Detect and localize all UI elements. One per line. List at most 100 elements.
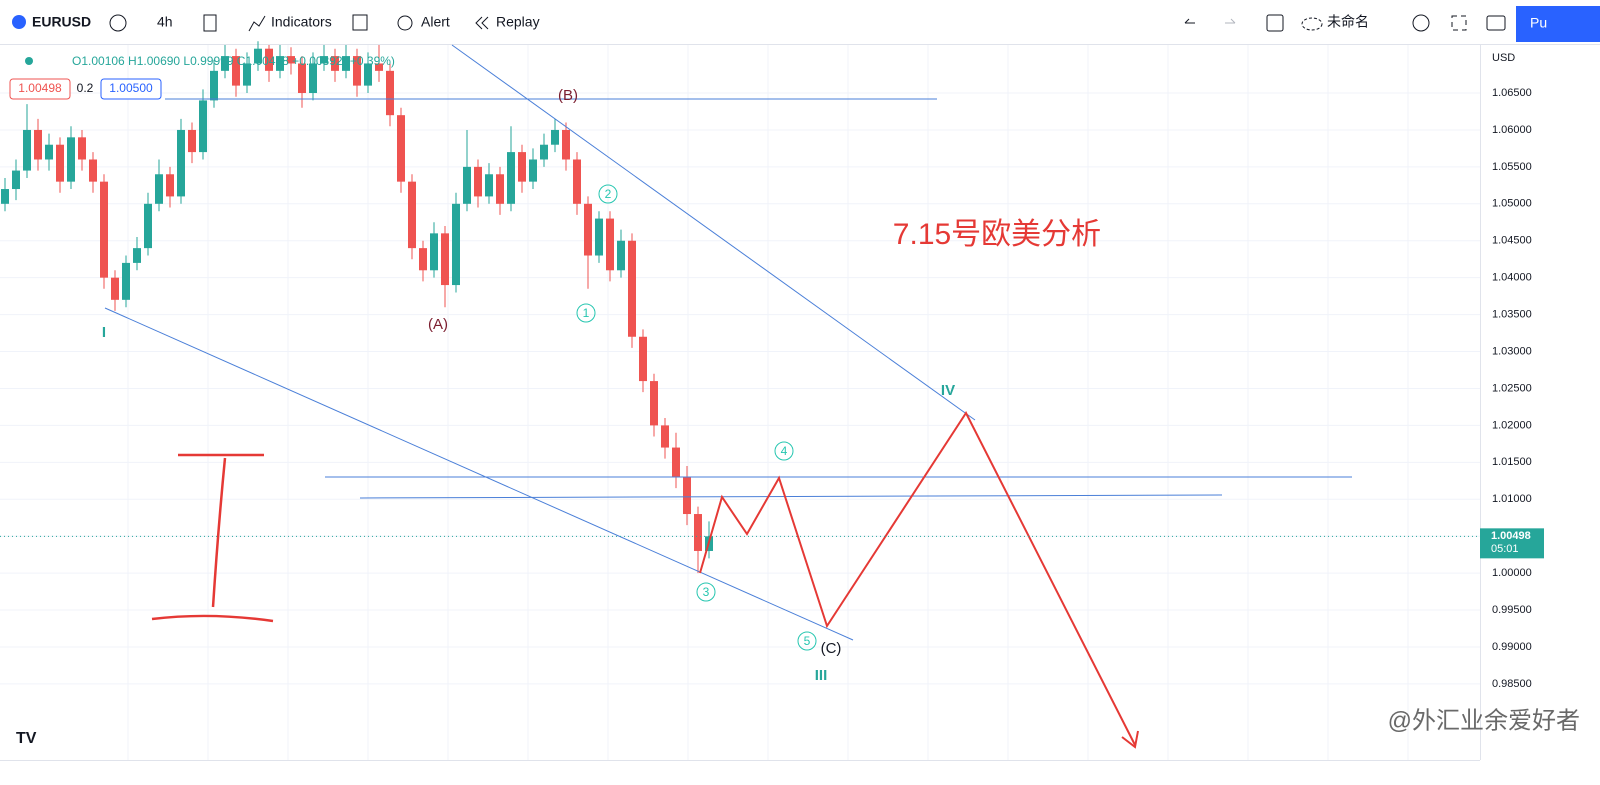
wave-label: IV bbox=[941, 382, 955, 399]
settings[interactable] bbox=[1412, 14, 1430, 32]
buy-price[interactable]: 1.00500 bbox=[109, 81, 153, 95]
y-tick-label: 1.05500 bbox=[1492, 161, 1532, 173]
fullscreen-select[interactable] bbox=[1266, 14, 1284, 32]
candle-body bbox=[672, 447, 680, 478]
candle-body bbox=[661, 425, 669, 448]
alert-button[interactable]: Alert bbox=[421, 14, 450, 30]
candle-body bbox=[232, 56, 240, 86]
candle-body bbox=[298, 63, 306, 94]
wave-number: 1 bbox=[583, 306, 590, 320]
y-tick-label: 1.00000 bbox=[1492, 567, 1532, 579]
snapshot[interactable] bbox=[1486, 15, 1506, 31]
candle-body bbox=[254, 48, 262, 64]
chart-title: 7.15号欧美分析 bbox=[893, 218, 1101, 251]
candle-body bbox=[584, 203, 592, 256]
candle-body bbox=[276, 56, 284, 71]
legend-bg bbox=[12, 52, 60, 68]
indicators-icon[interactable] bbox=[248, 15, 266, 32]
candle-body bbox=[67, 137, 75, 182]
candle-body bbox=[496, 174, 504, 204]
publish-button[interactable] bbox=[1516, 6, 1600, 42]
countdown: 05:01 bbox=[1491, 543, 1519, 555]
wave-label: (B) bbox=[558, 87, 578, 104]
y-tick-label: 1.02000 bbox=[1492, 419, 1532, 431]
candle-body bbox=[529, 159, 537, 182]
wave-label: (C) bbox=[821, 640, 842, 657]
candle-body bbox=[56, 144, 64, 182]
fullscreen[interactable] bbox=[1451, 15, 1467, 31]
alert-icon[interactable] bbox=[397, 15, 413, 31]
forecast-path bbox=[699, 411, 1136, 746]
layout-name[interactable]: 未命名 bbox=[1327, 14, 1369, 30]
y-tick-label: 0.98500 bbox=[1492, 678, 1532, 690]
candle-body bbox=[694, 514, 702, 551]
candle-body bbox=[551, 129, 559, 145]
candle-body bbox=[573, 159, 581, 204]
sell-box[interactable] bbox=[9, 78, 71, 100]
candle-body bbox=[375, 63, 383, 71]
undo[interactable] bbox=[1184, 18, 1195, 24]
candle-body bbox=[34, 129, 42, 160]
replay-button[interactable]: Replay bbox=[496, 14, 540, 30]
candle-body bbox=[617, 240, 625, 271]
wave-label: (A) bbox=[428, 316, 448, 333]
candle-body bbox=[309, 63, 317, 94]
chart-type-button[interactable] bbox=[203, 14, 217, 32]
candle-body bbox=[562, 129, 570, 160]
candle-body bbox=[265, 48, 273, 71]
redo[interactable] bbox=[1225, 18, 1236, 24]
candle-body bbox=[1, 189, 9, 204]
wave-number: 5 bbox=[804, 634, 811, 648]
candle-body bbox=[331, 56, 339, 71]
last-price-label: 1.00498 bbox=[1491, 530, 1531, 542]
replay-icon[interactable] bbox=[475, 16, 489, 30]
candle-body bbox=[45, 144, 53, 160]
candle-body bbox=[177, 129, 185, 197]
y-tick-label: 1.01000 bbox=[1492, 493, 1532, 505]
candle-body bbox=[419, 248, 427, 271]
sell-price[interactable]: 1.00498 bbox=[18, 81, 62, 95]
candle-body bbox=[100, 181, 108, 278]
wave-number: 3 bbox=[703, 585, 710, 599]
grid bbox=[0, 45, 1480, 760]
candle-body bbox=[353, 56, 361, 86]
candle-body bbox=[320, 56, 328, 64]
y-tick-label: 0.99000 bbox=[1492, 641, 1532, 653]
candle-body bbox=[364, 63, 372, 86]
indicators-button[interactable]: Indicators bbox=[271, 14, 332, 30]
candle-body bbox=[485, 174, 493, 197]
publish-label[interactable]: Pu bbox=[1530, 15, 1547, 31]
candle-body bbox=[606, 218, 614, 271]
ohlc-legend: O1.00106 H1.00690 L0.99999 C1.00498 +0.0… bbox=[72, 54, 395, 68]
candle-body bbox=[441, 233, 449, 286]
cloud-icon[interactable] bbox=[1301, 17, 1323, 31]
y-tick-label: 1.06500 bbox=[1492, 87, 1532, 99]
y-tick-label: 1.04500 bbox=[1492, 235, 1532, 247]
templates-button[interactable] bbox=[352, 14, 368, 31]
candle-body bbox=[540, 144, 548, 160]
symbol[interactable]: EURUSD bbox=[32, 14, 91, 30]
candle-body bbox=[683, 477, 691, 515]
y-tick-label: 1.03000 bbox=[1492, 345, 1532, 357]
last-price-box bbox=[1480, 528, 1544, 559]
interval[interactable]: 4h bbox=[157, 14, 173, 30]
candle-body bbox=[155, 174, 163, 204]
symbol-icon[interactable] bbox=[12, 15, 26, 29]
candle-body bbox=[188, 129, 196, 153]
candle-body bbox=[199, 100, 207, 153]
y-tick-label: 1.03500 bbox=[1492, 309, 1532, 321]
add-symbol[interactable] bbox=[109, 14, 127, 32]
y-tick-label: 1.04000 bbox=[1492, 272, 1532, 284]
wave-number: 4 bbox=[781, 444, 788, 458]
trend-line bbox=[104, 307, 854, 641]
candle-body bbox=[650, 381, 658, 426]
status-dot bbox=[25, 57, 33, 65]
watermark: @外汇业余爱好者 bbox=[1388, 707, 1580, 734]
candle-body bbox=[452, 203, 460, 286]
candle-body bbox=[287, 56, 295, 64]
currency-label[interactable]: USD bbox=[1492, 52, 1515, 64]
buy-box[interactable] bbox=[100, 78, 162, 100]
candle-body bbox=[507, 152, 515, 204]
candle-body bbox=[23, 129, 31, 171]
